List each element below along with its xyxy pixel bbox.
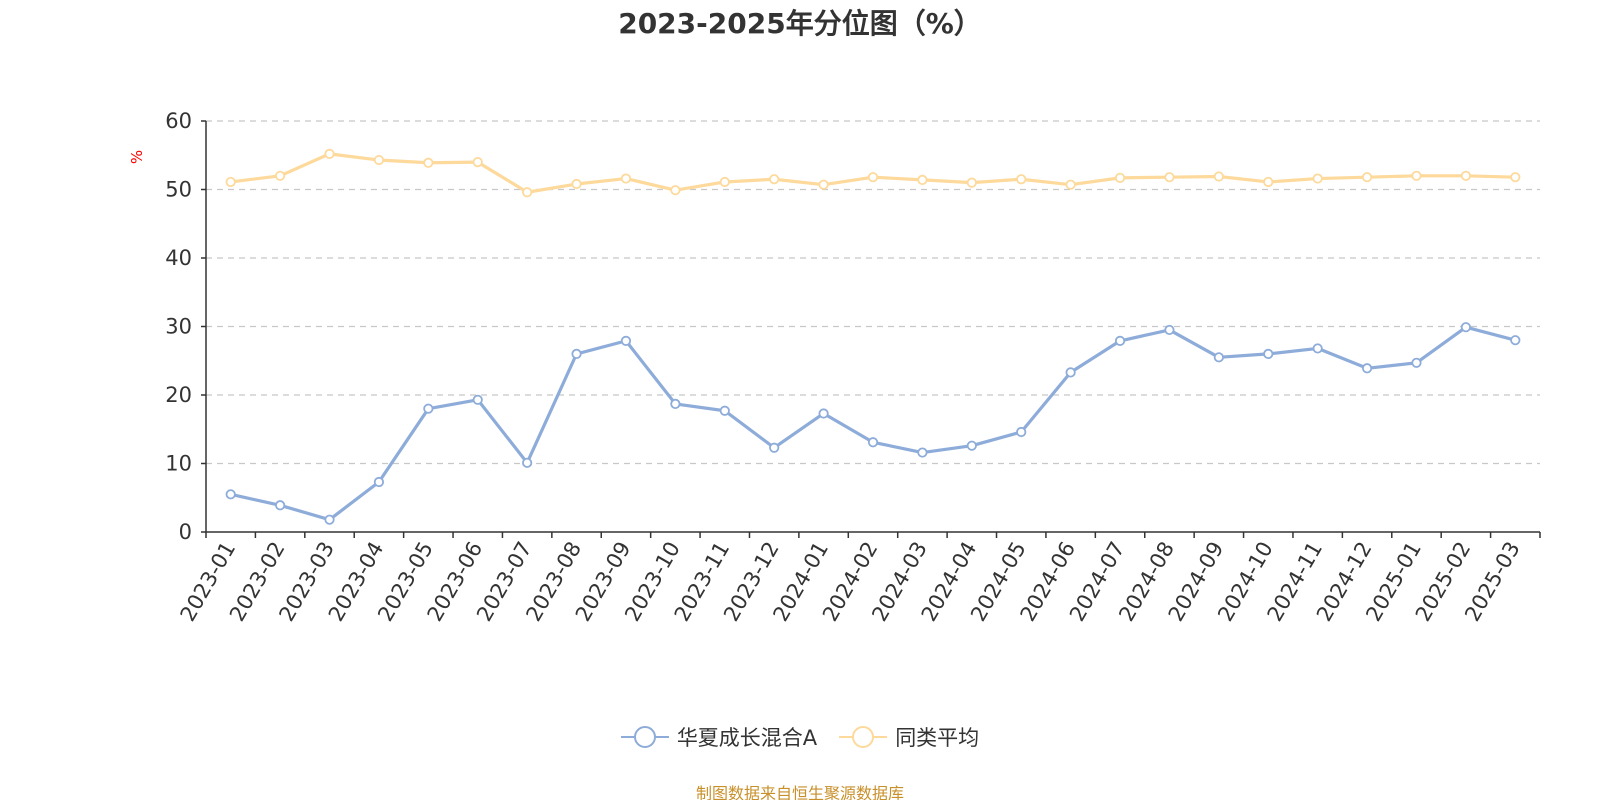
source-note: 制图数据来自恒生聚源数据库 [695, 784, 904, 800]
circle-line-icon [839, 726, 888, 748]
data-point [769, 442, 780, 453]
data-point [1411, 170, 1422, 181]
chart-title: 2023-2025年分位图（%） [618, 7, 982, 40]
data-point [1411, 357, 1422, 368]
data-point [324, 514, 335, 525]
legend-label: 同类平均 [895, 726, 980, 750]
data-point [620, 335, 632, 346]
data-point [867, 172, 879, 183]
data-point [1065, 179, 1076, 190]
series-line [230, 325, 1516, 522]
y-axis: 0 10 20 30 40 50 60 [165, 109, 207, 544]
data-point [670, 398, 681, 410]
y-tick-label: 30 [165, 315, 192, 339]
data-point [670, 185, 681, 196]
data-point [571, 178, 582, 190]
data-point [225, 176, 236, 188]
data-point [324, 148, 335, 159]
data-point [1510, 172, 1521, 183]
y-tick-label: 10 [165, 452, 192, 476]
data-point [522, 187, 533, 198]
data-point [917, 174, 928, 186]
data-point [1361, 363, 1373, 374]
data-point [1312, 173, 1323, 184]
data-point [1361, 172, 1373, 183]
data-point [818, 408, 829, 419]
data-point [275, 500, 286, 511]
x-axis: 2023-012023-022023-032023-042023-052023-… [176, 531, 1541, 625]
data-point [275, 170, 286, 181]
data-point [472, 394, 483, 405]
y-tick-label: 20 [165, 383, 192, 407]
data-point [423, 403, 434, 414]
data-point [1016, 174, 1027, 185]
data-point [1114, 172, 1126, 183]
grid-lines [206, 120, 1540, 465]
data-point [867, 437, 879, 448]
y-tick-label: 50 [165, 178, 192, 202]
data-point [1114, 335, 1126, 346]
data-point [472, 157, 483, 168]
data-point [719, 405, 730, 416]
data-point [966, 177, 977, 188]
data-point [818, 179, 829, 190]
data-point [1016, 426, 1027, 438]
data-point [1263, 176, 1274, 188]
data-point [1460, 170, 1471, 181]
y-tick-label: 60 [165, 109, 192, 133]
data-point [1460, 322, 1471, 333]
data-point [1164, 324, 1175, 336]
data-point [571, 348, 582, 359]
data-point [373, 154, 385, 166]
series-lines [225, 148, 1521, 525]
legend-item[interactable]: 华夏成长混合A [620, 722, 818, 752]
series-average [225, 148, 1521, 198]
data-point [1164, 172, 1175, 183]
data-point [1312, 343, 1323, 354]
data-point [522, 457, 533, 468]
y-tick-label: 40 [165, 246, 192, 270]
data-point [719, 176, 730, 188]
legend-label: 华夏成长混合A [676, 726, 818, 750]
legend-item[interactable]: 同类平均 [839, 722, 979, 752]
data-point [1510, 335, 1521, 346]
line-chart: 0 10 20 30 40 50 60 2023-012023-022023-032023-… [165, 109, 1541, 625]
data-point [423, 157, 434, 168]
data-point [620, 173, 632, 184]
data-point [1213, 171, 1224, 182]
data-point [1213, 352, 1224, 363]
data-point [769, 174, 780, 185]
series-fund [225, 322, 1521, 525]
data-point [373, 476, 385, 488]
data-point [1263, 348, 1274, 359]
y-tick-label: 0 [179, 520, 192, 544]
data-point [225, 489, 236, 500]
legend: 华夏成长混合A 同类平均 [0, 722, 1600, 752]
circle-line-icon [620, 726, 669, 748]
data-point [966, 440, 977, 451]
data-point [917, 447, 928, 458]
data-point [1065, 367, 1076, 378]
